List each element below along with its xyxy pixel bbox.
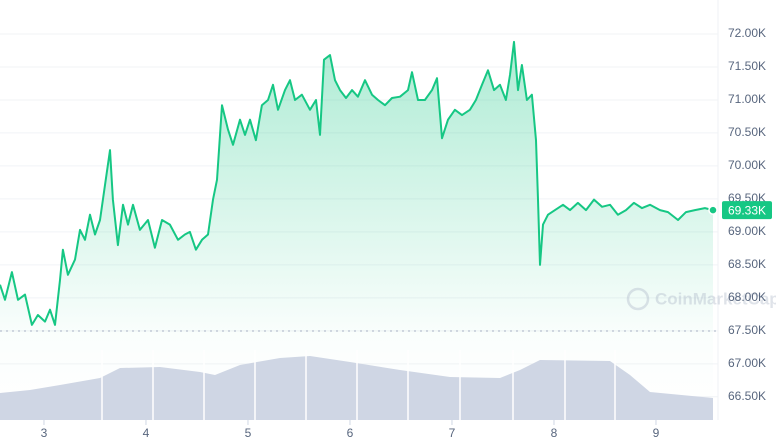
price-line — [0, 40, 714, 326]
price-badge — [722, 201, 772, 220]
y-tick-label: 67.50K — [728, 323, 766, 337]
y-tick-label: 70.00K — [728, 158, 766, 172]
watermark: CoinMarketCap — [626, 287, 776, 311]
last-price-dot — [708, 205, 718, 215]
x-tick-label: 6 — [347, 426, 354, 440]
x-tick-label: 8 — [551, 426, 558, 440]
x-tick-label: 3 — [41, 426, 48, 440]
y-tick-label: 68.00K — [728, 290, 766, 304]
y-tick-label: 71.50K — [728, 59, 766, 73]
y-tick-label: 71.00K — [728, 92, 766, 106]
x-tick-label: 7 — [449, 426, 456, 440]
y-tick-label: 70.50K — [728, 125, 766, 139]
y-tick-label: 67.00K — [728, 356, 766, 370]
y-tick-label: 72.00K — [728, 26, 766, 40]
x-tick-label: 5 — [245, 426, 252, 440]
watermark-text: CoinMarketCap — [655, 289, 776, 308]
x-tick-label: 4 — [143, 426, 150, 440]
y-tick-label: 69.00K — [728, 224, 766, 238]
y-tick-label: 68.50K — [728, 257, 766, 271]
volume-separators — [101, 350, 616, 420]
y-tick-label: 66.50K — [728, 389, 766, 403]
x-tick-label: 9 — [653, 426, 660, 440]
price-badge-label: 69.33K — [728, 203, 766, 217]
